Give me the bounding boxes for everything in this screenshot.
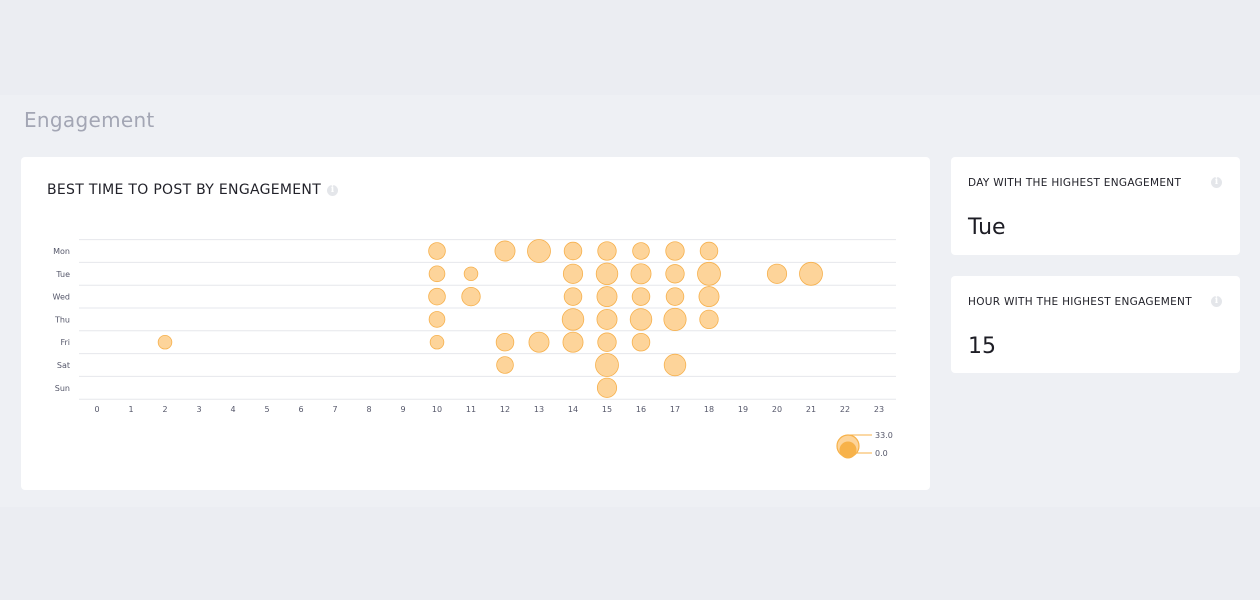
bubble-point[interactable] <box>595 262 619 286</box>
bubble-point[interactable] <box>428 242 446 260</box>
bubble-point[interactable] <box>527 239 551 263</box>
size-legend-max-label: 33.0 <box>875 431 893 440</box>
x-tick-label: 17 <box>670 405 680 414</box>
y-tick-label: Thu <box>54 315 70 324</box>
bubble-point[interactable] <box>428 311 446 328</box>
x-tick-label: 0 <box>94 405 99 414</box>
bubble-point[interactable] <box>596 308 618 330</box>
bubble-point[interactable] <box>496 356 514 374</box>
highest-hour-card: HOUR WITH THE HIGHEST ENGAGEMENT i 15 <box>951 276 1240 373</box>
bubble-point[interactable] <box>629 308 653 331</box>
x-tick-label: 2 <box>162 405 167 414</box>
x-tick-label: 9 <box>400 405 405 414</box>
x-tick-label: 12 <box>500 405 510 414</box>
bubble-point[interactable] <box>561 308 585 331</box>
x-tick-label: 10 <box>432 405 442 414</box>
bubble-point[interactable] <box>699 241 719 261</box>
x-tick-label: 19 <box>738 405 748 414</box>
bubble-point[interactable] <box>631 332 651 352</box>
x-tick-label: 16 <box>636 405 646 414</box>
bubble-point[interactable] <box>665 287 685 306</box>
highest-day-value: Tue <box>968 215 1006 240</box>
info-icon[interactable]: i <box>327 184 339 196</box>
x-tick-label: 18 <box>704 405 714 414</box>
bubble-point[interactable] <box>596 286 618 308</box>
best-time-chart-card: BEST TIME TO POST BY ENGAGEMENT i Mon Tue… <box>21 157 930 490</box>
x-tick-label: 11 <box>466 405 476 414</box>
size-legend-min-circle <box>839 441 857 459</box>
size-legend-min-label: 0.0 <box>875 449 888 458</box>
bubble-point[interactable] <box>597 241 617 261</box>
y-tick-label: Sun <box>55 384 70 393</box>
x-tick-label: 1 <box>128 405 133 414</box>
bubble-point[interactable] <box>494 240 516 262</box>
chart-title: BEST TIME TO POST BY ENGAGEMENT <box>47 182 322 198</box>
bubble-point[interactable] <box>697 261 721 286</box>
bubble-point[interactable] <box>595 353 619 377</box>
bubble-point[interactable] <box>429 334 445 350</box>
bubble-point[interactable] <box>563 241 583 261</box>
highest-hour-label: HOUR WITH THE HIGHEST ENGAGEMENT <box>968 296 1192 308</box>
bubble-point[interactable] <box>428 265 446 283</box>
x-tick-label: 3 <box>196 405 201 414</box>
bubble-point[interactable] <box>663 307 687 331</box>
x-tick-label: 13 <box>534 405 544 414</box>
y-tick-label: Sat <box>57 361 70 370</box>
x-tick-label: 6 <box>298 405 303 414</box>
bubble-point[interactable] <box>597 332 617 352</box>
x-tick-label: 21 <box>806 405 816 414</box>
x-tick-label: 23 <box>874 405 884 414</box>
bubble-point[interactable] <box>562 331 584 353</box>
bubble-point[interactable] <box>528 331 550 353</box>
highest-day-label: DAY WITH THE HIGHEST ENGAGEMENT <box>968 177 1182 189</box>
bubble-point[interactable] <box>563 287 583 306</box>
y-tick-label: Fri <box>60 338 70 347</box>
bubble-point[interactable] <box>699 309 719 330</box>
x-tick-label: 22 <box>840 405 850 414</box>
highest-day-card: DAY WITH THE HIGHEST ENGAGEMENT i Tue <box>951 157 1240 255</box>
bubble-point[interactable] <box>157 334 173 350</box>
bubble-point[interactable] <box>428 287 446 306</box>
bubble-point[interactable] <box>495 332 515 352</box>
x-tick-label: 5 <box>264 405 269 414</box>
bubble-point[interactable] <box>562 263 584 284</box>
x-tick-label: 7 <box>332 405 337 414</box>
bubble-point[interactable] <box>631 287 651 306</box>
section-title: Engagement <box>24 108 155 132</box>
chart-card-header: BEST TIME TO POST BY ENGAGEMENT i <box>47 182 339 198</box>
bubble-point[interactable] <box>799 261 823 286</box>
x-tick-label: 15 <box>602 405 612 414</box>
y-tick-label: Tue <box>55 270 70 279</box>
x-tick-label: 4 <box>230 405 235 414</box>
bubble-point[interactable] <box>665 241 685 261</box>
y-tick-label: Wed <box>53 293 70 302</box>
bubble-point[interactable] <box>461 286 481 307</box>
x-tick-label: 14 <box>568 405 578 414</box>
y-tick-label: Mon <box>53 247 70 256</box>
info-icon[interactable]: i <box>1211 296 1222 307</box>
bubble-point[interactable] <box>596 377 618 398</box>
x-tick-label: 20 <box>772 405 782 414</box>
bubble-point[interactable] <box>463 266 479 282</box>
bubble-point[interactable] <box>663 353 687 377</box>
highest-hour-value: 15 <box>968 334 996 359</box>
x-tick-label: 8 <box>366 405 371 414</box>
info-icon[interactable]: i <box>1211 177 1222 188</box>
bubble-point[interactable] <box>632 242 650 260</box>
bubble-point[interactable] <box>766 263 788 284</box>
bubble-point[interactable] <box>698 286 720 308</box>
bubble-point[interactable] <box>630 263 652 285</box>
bubble-point[interactable] <box>665 264 685 284</box>
